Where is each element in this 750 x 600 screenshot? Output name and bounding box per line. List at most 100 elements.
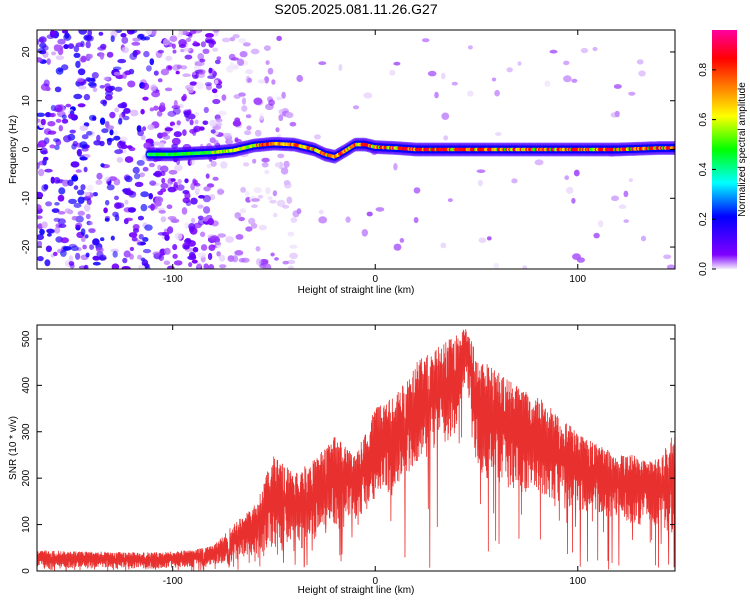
spectrogram-noise-cell <box>189 119 194 126</box>
spectrogram-noise-cell <box>79 141 88 149</box>
spectrogram-noise-cell <box>534 159 544 166</box>
spectrogram-noise-cell <box>106 137 115 142</box>
spectrogram-noise-cell <box>39 228 45 236</box>
spectrogram-noise-cell <box>37 118 41 123</box>
spectrogram-noise-cell <box>92 87 98 93</box>
spectrogram-noise-cell <box>45 201 53 207</box>
spectrogram-noise-cell <box>103 207 108 214</box>
spectrogram-noise-cell <box>196 30 201 34</box>
spectrogram-noise-cell <box>44 168 53 173</box>
spectrogram-noise-cell <box>69 263 75 269</box>
spectrogram-noise-cell <box>640 235 647 242</box>
spectrogram-noise-cell <box>187 109 192 114</box>
spectrogram-noise-cell <box>212 176 219 181</box>
spectrogram-noise-cell <box>142 237 149 242</box>
spectrogram-noise-cell <box>160 165 169 173</box>
spectrogram-noise-cell <box>134 181 144 187</box>
spectrogram-noise-cell <box>71 215 79 221</box>
spectrogram-noise-cell <box>666 264 675 269</box>
spectrogram-noise-cell <box>37 223 43 230</box>
spectrogram-noise-cell <box>37 112 46 117</box>
spectrogram-noise-cell <box>495 132 502 136</box>
spectrogram-noise-cell <box>121 266 131 269</box>
spectrogram-noise-cell <box>566 186 574 194</box>
spectrogram-noise-cell <box>212 30 220 33</box>
spectrogram-noise-cell <box>192 246 199 253</box>
spectrogram-noise-cell <box>296 74 304 83</box>
spectrogram-noise-cell <box>250 48 260 55</box>
spectrogram-noise-cell <box>114 195 119 201</box>
spectrogram-noise-cell <box>132 166 140 174</box>
spectrogram-noise-cell <box>563 75 572 83</box>
colorbar-label: Normalized spectral amplitude <box>737 82 748 217</box>
spectrogram-noise-cell <box>87 82 97 87</box>
spectrogram-noise-cell <box>89 244 95 251</box>
spectrogram-noise-cell <box>85 40 91 49</box>
spectrogram-noise-cell <box>60 237 69 244</box>
spectrogram-noise-cell <box>280 167 289 175</box>
spectrogram-noise-cell <box>188 225 195 233</box>
spectrogram-noise-cell <box>203 186 211 192</box>
spectrogram-noise-cell <box>255 246 261 252</box>
spectrogram-noise-cell <box>592 46 598 52</box>
spectrogram-noise-cell <box>227 138 233 146</box>
spectrogram-noise-cell <box>149 180 157 186</box>
spectrogram-noise-cell <box>77 68 86 76</box>
spectrogram-noise-cell <box>98 254 107 261</box>
spectrogram-noise-cell <box>37 38 40 46</box>
spectrogram-noise-cell <box>155 201 162 207</box>
spectrogram-noise-cell <box>265 187 271 195</box>
spectrogram-noise-cell <box>571 78 578 83</box>
spectrogram-noise-cell <box>522 265 528 269</box>
spectrogram-noise-cell <box>203 263 209 269</box>
spectrogram-noise-cell <box>287 265 294 269</box>
spectrogram-noise-cell <box>251 204 258 209</box>
spectrogram-noise-cell <box>200 244 208 251</box>
spectrogram-noise-cell <box>142 166 149 172</box>
spectrogram-noise-cell <box>352 105 360 110</box>
spectrogram-ylabel: Frequency (Hz) <box>8 115 19 184</box>
spectrogram-noise-cell <box>37 215 43 220</box>
spectrogram-noise-cell <box>264 76 269 84</box>
spectrogram-noise-cell <box>216 188 224 196</box>
spectrogram-noise-cell <box>276 199 286 207</box>
spectrogram-noise-cell <box>244 190 250 198</box>
spectrogram-noise-cell <box>313 134 321 140</box>
spectrogram-noise-cell <box>580 47 589 54</box>
spectrogram-noise-cell <box>193 40 198 46</box>
spectrogram-noise-cell <box>296 208 302 215</box>
spectrogram-noise-cell <box>628 178 634 183</box>
spectrogram-noise-cell <box>200 231 206 238</box>
spectrogram-noise-cell <box>53 138 60 143</box>
spectrogram-noise-cell <box>636 59 644 65</box>
spectrogram-noise-cell <box>182 129 187 137</box>
spectrogram-noise-cell <box>84 191 91 196</box>
spectrogram-noise-cell <box>43 79 50 87</box>
spectrogram-noise-cell <box>83 166 88 173</box>
spectrogram-noise-cell <box>268 99 275 106</box>
spectrogram-noise-cell <box>563 60 570 66</box>
spectrogram-noise-cell <box>87 53 93 59</box>
spectrogram-noise-cell <box>215 84 223 89</box>
spectrogram-noise-cell <box>493 262 500 269</box>
spectrogram-noise-cell <box>157 78 163 83</box>
spectrogram-noise-cell <box>113 130 119 136</box>
spectrogram-noise-cell <box>83 264 89 269</box>
spectrogram-noise-cell <box>110 35 115 43</box>
spectrogram-noise-cell <box>183 244 190 250</box>
spectrogram-noise-cell <box>84 234 89 239</box>
spectrogram-noise-cell <box>338 64 343 71</box>
spectrogram-noise-cell <box>106 184 115 191</box>
spectrogram-noise-cell <box>572 253 581 260</box>
spectrogram-noise-cell <box>238 38 247 44</box>
spectrogram-noise-cell <box>170 218 180 223</box>
spectrogram-noise-cell <box>216 56 222 61</box>
spectrogram-noise-cell <box>114 149 123 155</box>
spectrogram-noise-cell <box>146 65 152 72</box>
spectrogram-noise-cell <box>549 49 558 54</box>
spectrogram-noise-cell <box>54 144 60 151</box>
spectrogram-noise-cell <box>110 248 120 253</box>
spectrogram-noise-cell <box>112 250 118 258</box>
spectrogram-noise-cell <box>129 246 135 252</box>
spectrogram-noise-cell <box>441 112 450 120</box>
